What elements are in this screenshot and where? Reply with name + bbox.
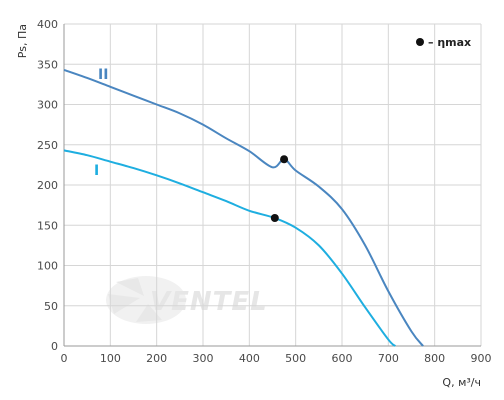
y-tick-label-150: 150 (37, 219, 58, 232)
x-tick-label-700: 700 (378, 352, 399, 365)
grid (63, 23, 482, 347)
x-axis-label: Q, м³/ч (442, 376, 481, 389)
labels-layer: III (94, 67, 108, 179)
x-tick-label-900: 900 (471, 352, 492, 365)
y-tick-label-400: 400 (37, 18, 58, 31)
y-tick-label-50: 50 (44, 300, 58, 313)
x-tick-label-0: 0 (61, 352, 68, 365)
x-tick-label-100: 100 (100, 352, 121, 365)
x-tick-label-800: 800 (424, 352, 445, 365)
watermark: VENTEL (106, 276, 268, 324)
y-tick-label-250: 250 (37, 139, 58, 152)
max-efficiency-point-I (270, 214, 279, 223)
watermark-fan-icon (106, 276, 186, 324)
y-tick-label-100: 100 (37, 260, 58, 273)
x-tick-label-300: 300 (193, 352, 214, 365)
legend-label: – ηmax (428, 36, 471, 49)
y-axis-label: Ps, Па (16, 24, 29, 58)
max-efficiency-point-II (280, 155, 289, 164)
y-tick-label-300: 300 (37, 99, 58, 112)
series-line-II (63, 68, 424, 347)
y-tick-label-0: 0 (51, 340, 58, 353)
series-layer (63, 68, 424, 347)
axes: 0 100 200 300 400 500 600 700 800 900 0 50 100 150 200… (16, 18, 492, 389)
x-tick-label-400: 400 (239, 352, 260, 365)
legend: – ηmax (416, 36, 471, 49)
x-tick-label-500: 500 (285, 352, 306, 365)
series-label-II: II (98, 67, 108, 83)
x-tick-label-600: 600 (332, 352, 353, 365)
series-label-I: I (94, 163, 99, 179)
legend-marker (416, 38, 424, 46)
y-tick-label-350: 350 (37, 58, 58, 71)
series-line-I (63, 149, 396, 347)
y-tick-label-200: 200 (37, 179, 58, 192)
x-tick-label-200: 200 (146, 352, 167, 365)
watermark-text: VENTEL (150, 287, 268, 317)
